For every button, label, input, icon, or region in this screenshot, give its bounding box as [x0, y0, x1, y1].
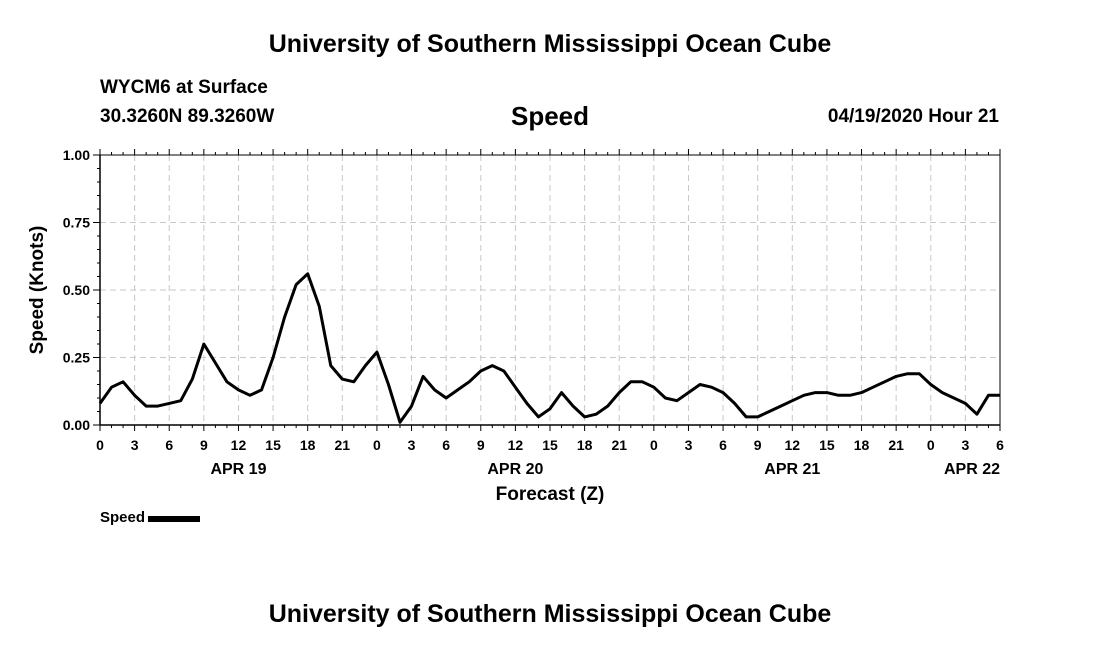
x-tick-label: 15	[542, 437, 558, 453]
y-tick-label: 0.50	[63, 282, 90, 298]
chart-title: University of Southern Mississippi Ocean…	[268, 30, 832, 58]
date-label: APR 22	[944, 461, 1000, 478]
x-tick-label: 18	[854, 437, 870, 453]
variable-title: Speed	[510, 101, 590, 131]
x-axis-title: Forecast (Z)	[496, 484, 605, 505]
x-tick-label: 6	[719, 437, 727, 453]
y-tick-label: 0.00	[63, 417, 90, 433]
x-tick-label: 0	[373, 437, 381, 453]
x-tick-label: 12	[508, 437, 524, 453]
y-axis-ticks: 0.00 0.25 0.50 0.75 1.00	[63, 147, 100, 433]
x-tick-label: 6	[442, 437, 450, 453]
y-tick-label: 0.75	[63, 215, 90, 231]
x-tick-label: 0	[927, 437, 935, 453]
legend: Speed	[100, 509, 201, 526]
date-label: APR 21	[764, 461, 820, 478]
y-tick-label: 1.00	[63, 147, 90, 163]
x-tick-label: 18	[577, 437, 593, 453]
x-axis-ticks: 0 3 6 9 12 15 18 21 0 3 6 9 12 15 18 21 0 3 6 9 12 15 18 21 0 3 6	[96, 149, 1004, 453]
x-tick-label: 18	[300, 437, 316, 453]
coordinates-label: 30.3260N 89.3260W	[100, 106, 275, 127]
x-tick-label: 9	[754, 437, 762, 453]
x-tick-label: 12	[231, 437, 247, 453]
x-tick-label: 0	[650, 437, 658, 453]
date-labels: APR 19 APR 20 APR 21 APR 22	[210, 461, 1000, 478]
x-tick-label: 3	[961, 437, 969, 453]
grid-lines	[100, 155, 1000, 425]
x-tick-label: 12	[785, 437, 801, 453]
x-tick-label: 21	[611, 437, 627, 453]
y-tick-label: 0.25	[63, 350, 90, 366]
legend-label: Speed	[100, 509, 146, 526]
datetime-label: 04/19/2020 Hour 21	[827, 106, 999, 127]
date-label: APR 19	[210, 461, 266, 478]
x-tick-label: 21	[335, 437, 351, 453]
x-tick-label: 15	[265, 437, 281, 453]
x-tick-label: 15	[819, 437, 835, 453]
x-tick-label: 3	[131, 437, 139, 453]
x-tick-label: 9	[477, 437, 485, 453]
date-label: APR 20	[487, 461, 543, 478]
x-tick-label: 3	[685, 437, 693, 453]
x-tick-label: 6	[996, 437, 1004, 453]
x-tick-label: 21	[888, 437, 904, 453]
speed-series-line	[98, 272, 1000, 424]
x-tick-label: 6	[165, 437, 173, 453]
x-tick-label: 3	[408, 437, 416, 453]
footer-title: University of Southern Mississippi Ocean…	[268, 600, 832, 628]
legend-swatch	[148, 516, 201, 522]
x-tick-label: 9	[200, 437, 208, 453]
y-axis-title: Speed (Knots)	[27, 226, 48, 355]
x-tick-label: 0	[96, 437, 104, 453]
station-label: WYCM6 at Surface	[100, 77, 268, 98]
